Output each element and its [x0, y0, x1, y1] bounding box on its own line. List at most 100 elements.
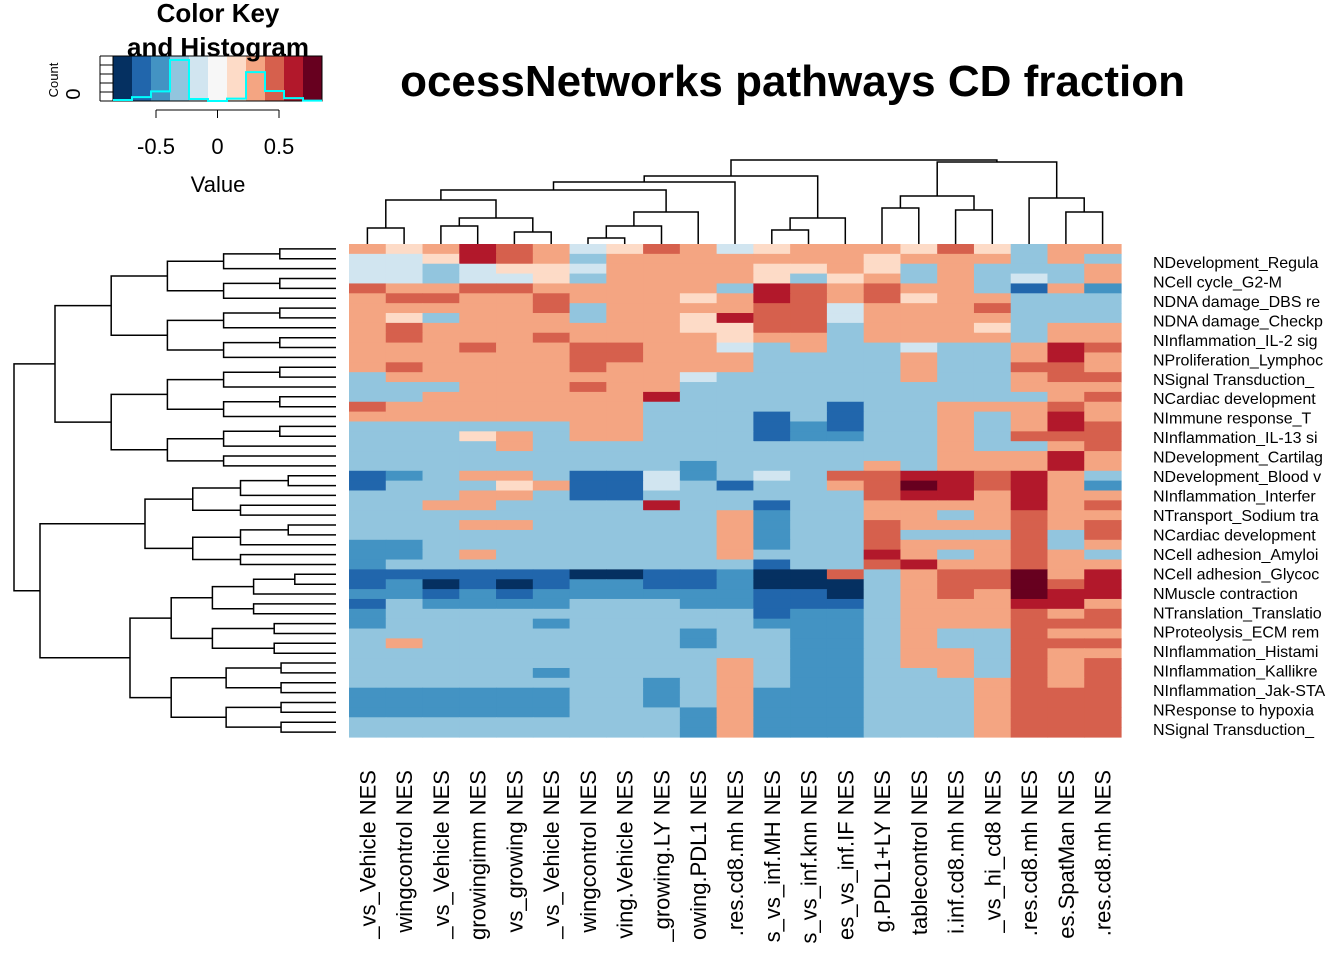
heatmap-cell — [1047, 362, 1084, 372]
heatmap-cell — [974, 244, 1011, 254]
heatmap-cell — [1011, 323, 1048, 333]
heatmap-cell — [753, 382, 790, 392]
heatmap-cell — [753, 471, 790, 481]
heatmap-cell — [790, 589, 827, 599]
heatmap-cell — [900, 619, 937, 629]
heatmap-cell — [900, 648, 937, 658]
heatmap-cell — [386, 481, 423, 491]
heatmap-cell — [937, 678, 974, 688]
heatmap-cell — [717, 550, 754, 560]
heatmap-cell — [1047, 451, 1084, 461]
heatmap-cell — [680, 678, 717, 688]
heatmap-cell — [349, 569, 386, 579]
heatmap-cell — [790, 333, 827, 343]
heatmap-cell — [680, 283, 717, 293]
color-key-bin — [189, 56, 209, 101]
heatmap-cell — [827, 382, 864, 392]
column-label: growingimm NES — [466, 770, 491, 940]
heatmap-cell — [533, 283, 570, 293]
heatmap-cell — [533, 352, 570, 362]
heatmap-cell — [1011, 412, 1048, 422]
heatmap-cell — [790, 717, 827, 727]
heatmap-cell — [1084, 303, 1121, 313]
color-key-count-label: Count — [46, 62, 61, 97]
dendrogram-branch — [171, 598, 212, 639]
heatmap-cell — [423, 293, 460, 303]
heatmap-cell — [717, 333, 754, 343]
heatmap-cell — [459, 412, 496, 422]
heatmap-cell — [827, 619, 864, 629]
heatmap-cell — [386, 412, 423, 422]
heatmap-cell — [1047, 698, 1084, 708]
heatmap-cell — [974, 481, 1011, 491]
dendrogram-branch — [130, 618, 171, 698]
heatmap-cell — [974, 698, 1011, 708]
heatmap-cell — [680, 629, 717, 639]
heatmap-cell — [386, 658, 423, 668]
heatmap-cell — [1011, 550, 1048, 560]
heatmap-cell — [386, 500, 423, 510]
heatmap-cell — [753, 688, 790, 698]
heatmap-cell — [680, 352, 717, 362]
heatmap-cell — [717, 264, 754, 274]
heatmap-cell — [1084, 481, 1121, 491]
heatmap-cell — [533, 412, 570, 422]
heatmap-cell — [974, 629, 1011, 639]
dendrogram-branch — [790, 218, 845, 244]
heatmap-cell — [533, 599, 570, 609]
heatmap-cell — [386, 599, 423, 609]
heatmap-cell — [606, 402, 643, 412]
heatmap-cell — [1011, 303, 1048, 313]
heatmap-cell — [974, 560, 1011, 570]
heatmap-cell — [864, 530, 901, 540]
dendrogram-branch — [459, 218, 533, 232]
heatmap-cell — [349, 352, 386, 362]
heatmap-cell — [423, 352, 460, 362]
heatmap-cell — [570, 352, 607, 362]
color-key-bin — [303, 56, 323, 101]
heatmap-cell — [1084, 274, 1121, 284]
heatmap-cell — [606, 550, 643, 560]
heatmap-cell — [386, 343, 423, 353]
heatmap-cell — [900, 510, 937, 520]
heatmap-cell — [680, 323, 717, 333]
heatmap-cell — [790, 481, 827, 491]
heatmap-cell — [900, 668, 937, 678]
heatmap-cell — [533, 323, 570, 333]
heatmap-cell — [974, 599, 1011, 609]
heatmap-cell — [827, 707, 864, 717]
heatmap-cell — [1084, 609, 1121, 619]
heatmap-cell — [900, 382, 937, 392]
heatmap-cell — [423, 421, 460, 431]
heatmap-cell — [827, 560, 864, 570]
column-label: vs_growing NES — [502, 770, 527, 933]
heatmap-cell — [459, 560, 496, 570]
heatmap-cell — [349, 658, 386, 668]
heatmap-cell — [1011, 274, 1048, 284]
heatmap-cell — [753, 313, 790, 323]
heatmap-cell — [1011, 500, 1048, 510]
heatmap-cell — [1011, 471, 1048, 481]
heatmap-cell — [1011, 402, 1048, 412]
heatmap-cell — [864, 717, 901, 727]
column-label: owing.PDL1 NES — [686, 770, 711, 940]
heatmap-cell — [680, 707, 717, 717]
heatmap-cell — [937, 491, 974, 501]
heatmap-cell — [864, 362, 901, 372]
heatmap-cell — [827, 323, 864, 333]
heatmap-cell — [1047, 481, 1084, 491]
heatmap-cell — [570, 579, 607, 589]
heatmap-cell — [827, 412, 864, 422]
heatmap-cell — [864, 707, 901, 717]
heatmap-cell — [717, 510, 754, 520]
heatmap-cell — [827, 372, 864, 382]
heatmap-cell — [974, 392, 1011, 402]
heatmap-cell — [790, 392, 827, 402]
heatmap-cell — [717, 707, 754, 717]
heatmap-cell — [790, 500, 827, 510]
heatmap-cell — [386, 362, 423, 372]
heatmap-cell — [1084, 638, 1121, 648]
heatmap-cell — [790, 560, 827, 570]
heatmap-cell — [643, 678, 680, 688]
heatmap-cell — [680, 579, 717, 589]
